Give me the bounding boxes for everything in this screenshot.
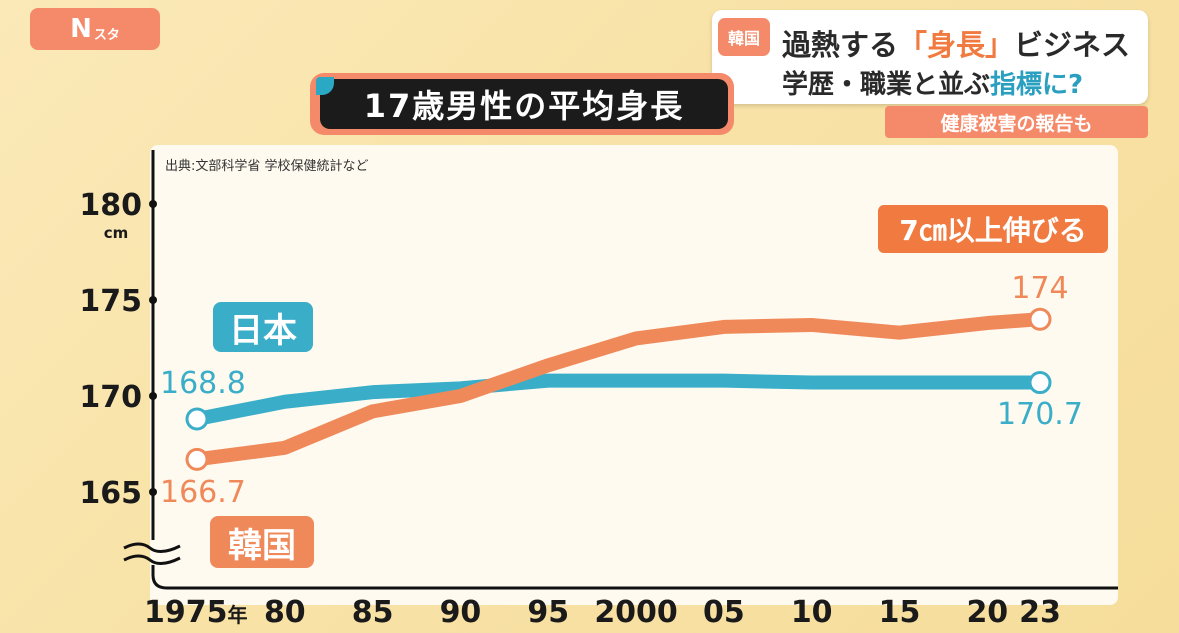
data-label-korea-end: 174	[1011, 271, 1068, 306]
y-tick-dot	[149, 488, 157, 496]
data-label-japan-start: 168.8	[160, 366, 246, 401]
program-logo: N スタ	[30, 8, 160, 50]
source-note: 出典:文部科学省 学校保健統計など	[165, 159, 369, 174]
headline-box: 韓国 過熱する「身長」ビジネス 学歴・職業と並ぶ指標に?	[712, 10, 1148, 104]
headline-line2-pre: 学歴・職業と並ぶ	[782, 70, 991, 100]
logo-main: N	[70, 14, 92, 44]
headline-tag: 韓国	[718, 18, 770, 56]
chart-title: 17歳男性の平均身長	[320, 79, 728, 129]
x-tick-label: 90	[440, 595, 482, 630]
series-label-japan: 日本	[213, 302, 313, 352]
x-tick-label: 20	[966, 595, 1008, 630]
x-tick-label: 10	[791, 595, 833, 630]
data-point-japan	[1028, 371, 1052, 395]
x-tick-label: 95	[527, 595, 569, 630]
axis-break-mark-2	[123, 554, 181, 565]
x-tick-label: 05	[703, 595, 745, 630]
data-label-korea-start: 166.7	[160, 475, 246, 510]
data-point-korea	[1028, 307, 1052, 331]
data-point-korea	[185, 447, 209, 471]
y-tick-dot	[149, 392, 157, 400]
series-label-korea: 韓国	[210, 516, 314, 568]
x-tick-label: 1975年	[144, 595, 248, 630]
headline-line1-accent: 「身長」	[898, 28, 1015, 62]
y-unit-label: cm	[104, 224, 129, 242]
data-point-japan	[185, 407, 209, 431]
y-tick-dot	[149, 200, 157, 208]
headline-line1: 過熱する「身長」ビジネス	[782, 22, 1130, 64]
headline-line1-pre: 過熱する	[782, 28, 899, 62]
headline-line1-post: ビジネス	[1014, 28, 1131, 62]
title-corner-accent	[316, 77, 334, 95]
headline-line2: 学歴・職業と並ぶ指標に?	[782, 64, 1083, 101]
y-tick-label: 180	[79, 188, 142, 223]
x-tick-label: 80	[264, 595, 306, 630]
headline-line2-accent: 指標に?	[990, 70, 1084, 100]
y-tick-label: 165	[79, 476, 142, 511]
y-tick-label: 175	[79, 284, 142, 319]
series-line-korea	[190, 312, 1047, 467]
x-tick-label: 15	[879, 595, 921, 630]
x-axis-line	[151, 565, 1118, 590]
x-tick-label: 23	[1019, 595, 1061, 630]
growth-callout: 7㎝以上伸びる	[878, 205, 1108, 253]
data-label-japan-end: 170.7	[997, 397, 1083, 432]
headline-subcaption: 健康被害の報告も	[885, 106, 1148, 138]
axis-break-mark-1	[123, 542, 181, 553]
chart-title-box: 17歳男性の平均身長	[310, 73, 734, 135]
logo-sub: スタ	[93, 27, 120, 43]
y-tick-dot	[149, 296, 157, 304]
y-tick-label: 170	[79, 380, 142, 415]
series-line-japan	[190, 373, 1047, 427]
x-tick-label: 2000	[594, 595, 678, 630]
x-tick-label: 85	[352, 595, 394, 630]
